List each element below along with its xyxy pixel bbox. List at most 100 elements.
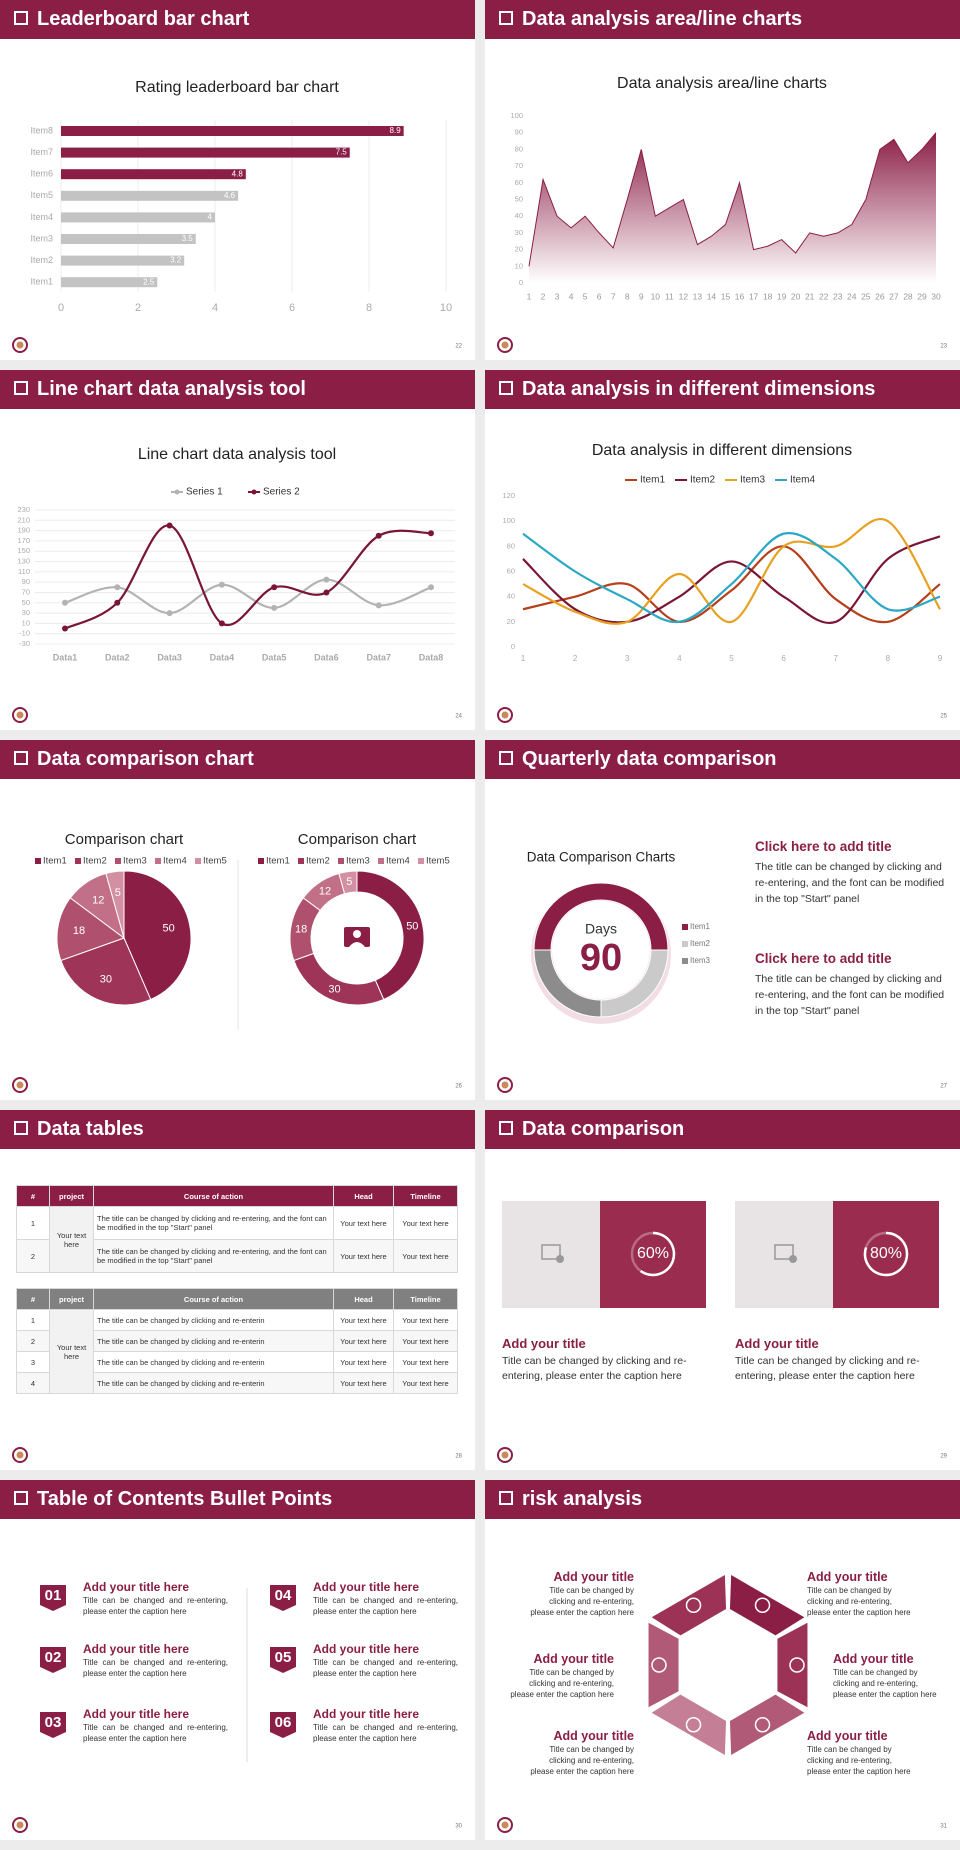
header-icon bbox=[499, 1491, 513, 1505]
slide-heading: Leaderboard bar chart bbox=[37, 8, 250, 30]
legend-label: Item2 bbox=[690, 939, 711, 948]
item-text: Title can be changed and re-entering, pl… bbox=[313, 1596, 458, 1616]
x-tick-label: 19 bbox=[777, 291, 787, 301]
bar bbox=[61, 234, 196, 244]
ring-arc bbox=[639, 1231, 676, 1277]
slide-canvas: 31 bbox=[497, 1575, 948, 1833]
item-text: Title can be changed by clicking and re-… bbox=[833, 1668, 937, 1699]
item-title: Add your title here bbox=[313, 1707, 420, 1721]
slice bbox=[123, 870, 192, 1001]
legend-swatch bbox=[682, 958, 688, 964]
slide-canvas: 26 Comparison chart Item1 Item2 Item3 Item4 It… bbox=[12, 831, 463, 1093]
chart-title: Comparison chart bbox=[298, 831, 417, 848]
value-label: 80% bbox=[870, 1245, 902, 1262]
image-icon bbox=[789, 1255, 797, 1263]
header-icon bbox=[499, 751, 513, 765]
point bbox=[62, 599, 68, 606]
segment-icon bbox=[789, 1657, 805, 1673]
header-cell: # bbox=[16, 1185, 50, 1207]
badge-number: 03 bbox=[45, 1714, 62, 1731]
segment-icon bbox=[651, 1657, 667, 1673]
x-tick-label: Data4 bbox=[210, 652, 235, 662]
logo bbox=[16, 1451, 24, 1459]
value-label: 2.5 bbox=[143, 277, 155, 286]
header-cell: project bbox=[49, 1288, 94, 1310]
logo bbox=[12, 337, 28, 353]
legend-label: Item2 bbox=[690, 475, 715, 486]
bar bbox=[61, 169, 246, 180]
segment-icon bbox=[754, 1597, 771, 1613]
slide: 23 Data analysis area/line charts 0 10 20 30 4… bbox=[485, 0, 960, 360]
badge bbox=[40, 1585, 66, 1611]
slide-heading: Data analysis in different dimensions bbox=[522, 378, 876, 400]
series-line bbox=[64, 524, 432, 630]
legend-label: Item3 bbox=[346, 856, 370, 867]
slide-header: Data analysis area/line charts bbox=[485, 0, 960, 39]
x-tick-label: 4 bbox=[569, 291, 574, 301]
slice bbox=[338, 870, 358, 895]
logo bbox=[16, 711, 24, 719]
cell: Your text here bbox=[393, 1206, 458, 1240]
x-tick-label: 28 bbox=[903, 291, 913, 301]
data-table: # project Course of action Head Timeline 1 You… bbox=[16, 1185, 458, 1273]
center-label: Days bbox=[585, 921, 617, 937]
text-block: Add your title Title can be changed by cl… bbox=[506, 1652, 614, 1700]
text-block: Click here to add title The title can be … bbox=[755, 839, 947, 907]
x-tick-label: 7 bbox=[611, 291, 616, 301]
card-title: Add your title bbox=[502, 1336, 586, 1351]
badge-number: 01 bbox=[45, 1587, 62, 1604]
x-tick-label: 30 bbox=[931, 291, 941, 301]
text-block: Add your title Title can be changed by cl… bbox=[833, 1652, 941, 1700]
point bbox=[271, 584, 278, 591]
y-tick-label: 10 bbox=[515, 261, 523, 270]
legend-dot bbox=[174, 489, 180, 495]
slide-heading: Table of Contents Bullet Points bbox=[37, 1488, 333, 1510]
bar bbox=[61, 147, 350, 158]
legend-swatch bbox=[195, 858, 201, 864]
y-tick-label: -10 bbox=[19, 629, 30, 638]
slide-header: Data analysis in different dimensions bbox=[485, 370, 960, 409]
slide-heading: risk analysis bbox=[522, 1488, 643, 1510]
slice-label: 12 bbox=[92, 894, 104, 906]
cell: The title can be changed by clicking and… bbox=[93, 1206, 334, 1240]
x-tick-label: 5 bbox=[729, 654, 734, 663]
ring-segment bbox=[651, 1694, 727, 1755]
slide: 30 01 02 03 04 05 06 Table of Contents Bullet P… bbox=[0, 1480, 475, 1840]
slice-label: 30 bbox=[100, 974, 112, 986]
logo bbox=[501, 1081, 509, 1089]
x-tick-label: 9 bbox=[639, 291, 644, 301]
legend-swatch bbox=[298, 858, 304, 864]
badge bbox=[270, 1647, 296, 1673]
legend-label: Item5 bbox=[426, 856, 450, 867]
point bbox=[218, 620, 225, 627]
ring-segment bbox=[651, 1575, 727, 1636]
value-label: 4.8 bbox=[232, 169, 244, 178]
slide-heading: Quarterly data comparison bbox=[522, 748, 777, 770]
logo bbox=[12, 1077, 28, 1093]
category-label: Item2 bbox=[30, 255, 53, 265]
y-tick-label: 60 bbox=[515, 178, 523, 187]
badge-number: 04 bbox=[275, 1587, 292, 1604]
y-tick-label: 110 bbox=[18, 567, 30, 576]
ring-segment bbox=[729, 1575, 805, 1636]
table-row: 3 The title can be changed by clicking an… bbox=[16, 1351, 458, 1373]
text-block: Add your title Title can be changed by cl… bbox=[526, 1570, 634, 1618]
legend-label: Item1 bbox=[690, 922, 711, 931]
badge bbox=[40, 1647, 66, 1673]
slide-heading: Data comparison chart bbox=[37, 748, 254, 770]
legend-swatch bbox=[115, 858, 121, 864]
slide-heading: Data analysis area/line charts bbox=[522, 8, 803, 30]
item-title: Add your title here bbox=[313, 1580, 420, 1594]
x-tick-label: 8 bbox=[366, 302, 372, 314]
logo bbox=[16, 1821, 24, 1829]
logo bbox=[497, 1817, 513, 1833]
cell: Your text here bbox=[49, 1309, 94, 1394]
data-table: # project Course of action Head Timeline 1 You… bbox=[16, 1288, 458, 1394]
y-tick-label: 230 bbox=[17, 505, 30, 514]
point bbox=[323, 576, 330, 583]
icon bbox=[349, 942, 365, 947]
badge-number: 02 bbox=[45, 1649, 62, 1666]
y-tick-label: 190 bbox=[17, 526, 30, 535]
y-tick-label: -30 bbox=[19, 639, 30, 648]
